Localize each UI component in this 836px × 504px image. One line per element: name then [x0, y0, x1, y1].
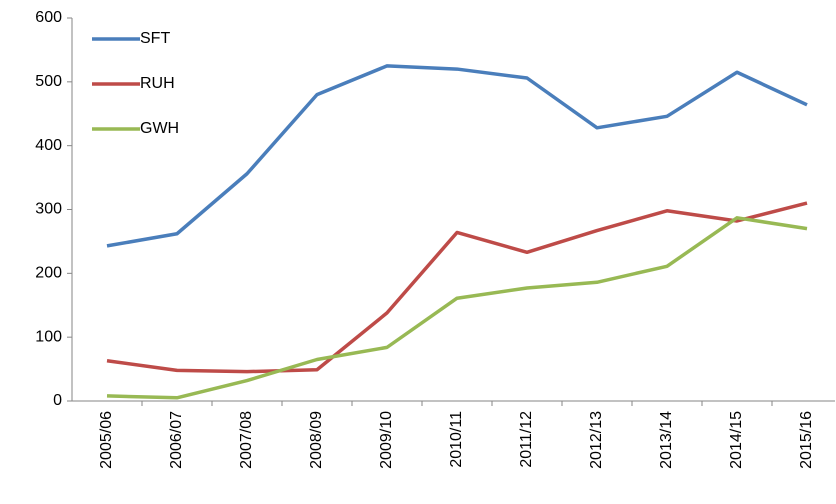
- x-tick-label: 2012/13: [588, 411, 605, 469]
- legend-label: GWH: [140, 120, 179, 137]
- x-tick-label: 2014/15: [728, 411, 745, 469]
- series-line: [106, 64, 808, 248]
- x-tick-label: 2006/07: [168, 411, 185, 469]
- y-tick-label: 300: [35, 201, 62, 218]
- y-tick-label: 400: [35, 137, 62, 154]
- series-line: [106, 201, 808, 374]
- legend-label: RUH: [140, 75, 175, 92]
- x-tick-label: 2011/12: [518, 411, 535, 468]
- x-tick-label: 2013/14: [658, 411, 675, 469]
- y-tick-label: 0: [53, 392, 62, 409]
- x-tick-label: 2007/08: [238, 411, 255, 469]
- x-tick-label: 2005/06: [98, 411, 115, 469]
- y-tick-label: 600: [35, 9, 62, 26]
- legend-label: SFT: [140, 30, 170, 47]
- x-tick-label: 2010/11: [448, 411, 465, 468]
- y-tick-label: 100: [35, 328, 62, 345]
- y-tick-label: 500: [35, 73, 62, 90]
- x-tick-label: 2008/09: [308, 411, 325, 469]
- x-tick-label: 2015/16: [798, 411, 815, 469]
- y-tick-label: 200: [35, 265, 62, 282]
- series-line: [106, 216, 808, 400]
- x-tick-label: 2009/10: [378, 411, 395, 469]
